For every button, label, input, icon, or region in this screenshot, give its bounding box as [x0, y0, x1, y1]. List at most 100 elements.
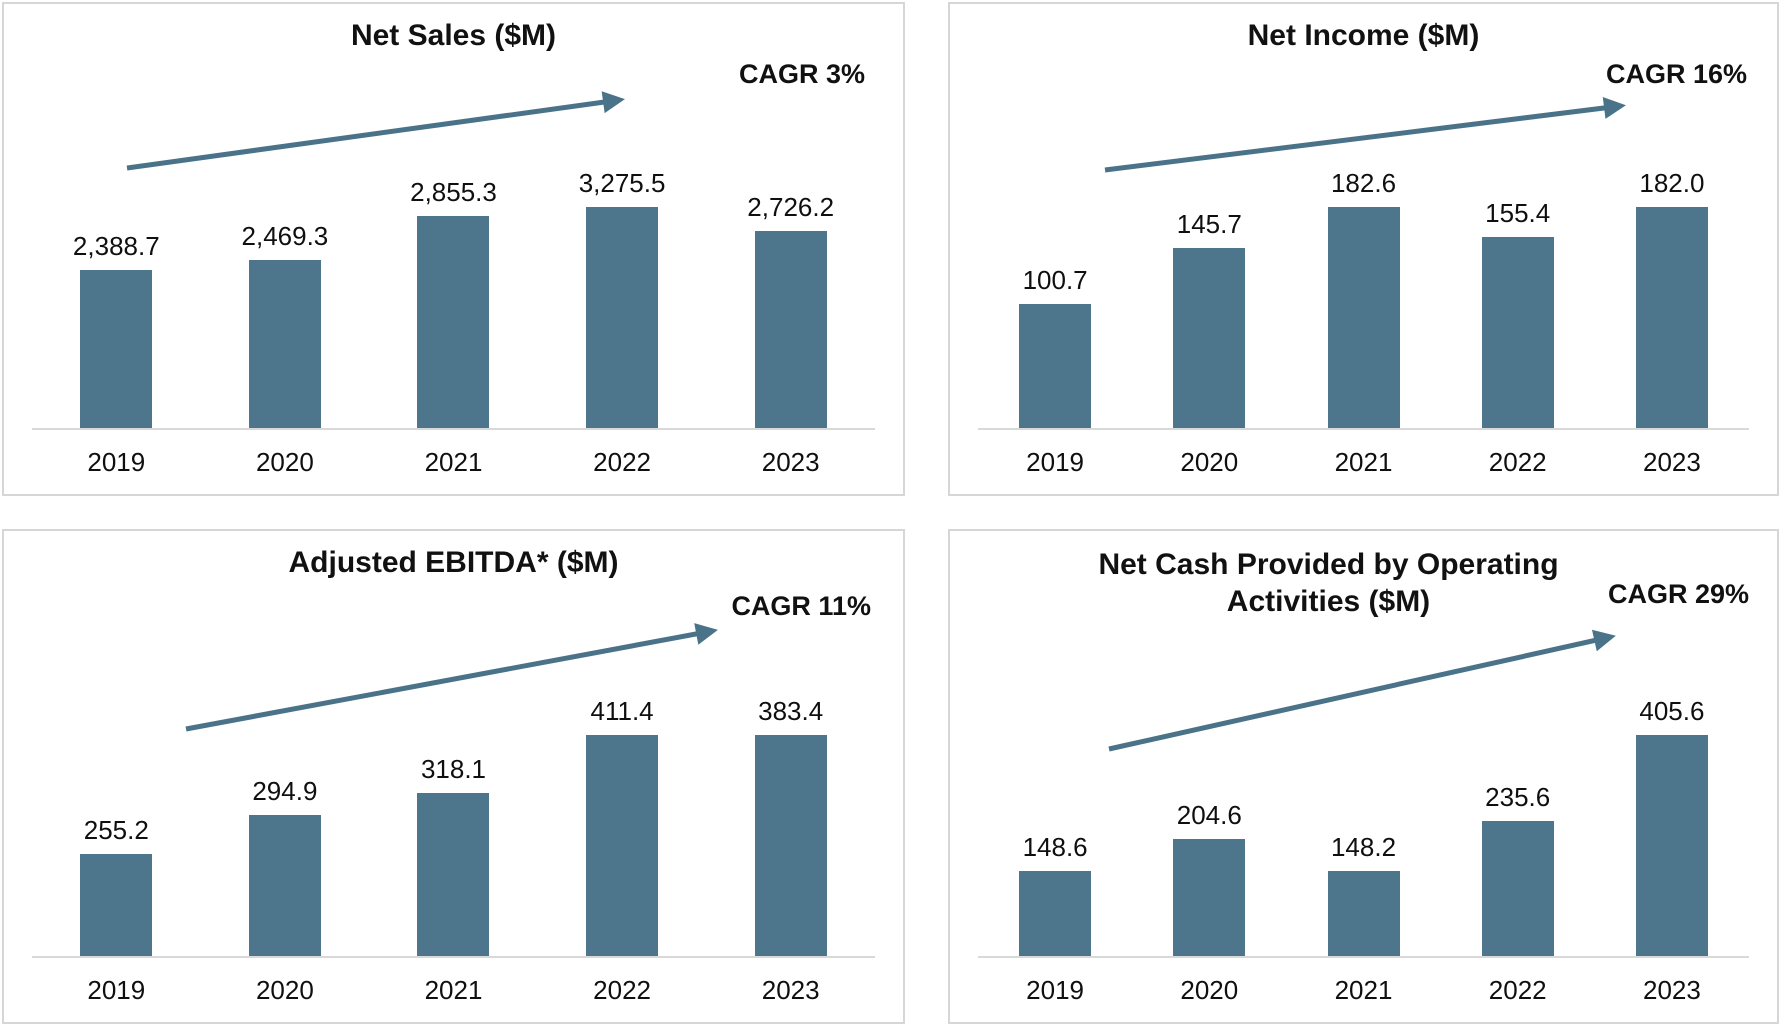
plot-area: 148.6 204.6 148.2 235.6 405.6 — [978, 696, 1749, 958]
bar-group: 145.7 — [1132, 168, 1286, 428]
bar-group: 155.4 — [1441, 168, 1595, 428]
chart-title: Adjusted EBITDA* ($M) — [288, 546, 619, 579]
x-tick-label: 2020 — [1180, 447, 1239, 477]
bar-group: 182.6 — [1286, 168, 1440, 428]
bar-group: 2,469.3 — [201, 168, 370, 428]
bar-2023 — [754, 231, 827, 428]
bar-value-label: 155.4 — [1485, 198, 1551, 228]
bar-2020 — [248, 815, 321, 956]
x-axis-labels: 2019 2020 2021 2022 2023 — [978, 975, 1749, 1006]
bar-group: 405.6 — [1595, 696, 1749, 956]
cagr-label: CAGR 3% — [738, 59, 865, 89]
chart-title: Net Cash Provided by Operating Activitie… — [1098, 548, 1559, 618]
x-tick-label: 2023 — [1642, 975, 1701, 1005]
bar-value-label: 3,275.5 — [578, 168, 666, 198]
bar-group: 2,855.3 — [369, 168, 538, 428]
bar-2020 — [1173, 248, 1246, 428]
bar-group: 318.1 — [369, 696, 538, 956]
trend-arrow-icon — [1100, 96, 1640, 183]
bar-2019 — [1019, 871, 1092, 956]
bar-value-label: 235.6 — [1485, 782, 1551, 812]
x-axis-labels: 2019 2020 2021 2022 2023 — [978, 447, 1749, 478]
cagr-label: CAGR 11% — [731, 591, 871, 621]
x-axis-labels: 2019 2020 2021 2022 2023 — [32, 975, 875, 1006]
bar-value-label: 2,388.7 — [72, 231, 160, 261]
x-tick-label: 2022 — [1488, 975, 1547, 1005]
bar-2021 — [417, 216, 490, 428]
bar-2021 — [417, 793, 490, 956]
bar-2019 — [80, 270, 153, 428]
x-tick-label: 2020 — [255, 975, 314, 1005]
chart-title: Net Income ($M) — [1247, 19, 1480, 52]
bar-group: 148.2 — [1286, 696, 1440, 956]
chart-panel-net-income: Net Income ($M) CAGR 16% 100.7 — [948, 2, 1779, 496]
x-tick-label: 2023 — [1642, 447, 1701, 477]
trend-arrow-icon — [122, 88, 652, 181]
bar-value-label: 383.4 — [758, 696, 824, 726]
bar-value-label: 100.7 — [1022, 265, 1088, 295]
bar-value-label: 318.1 — [420, 754, 487, 784]
cagr-label: CAGR 16% — [1605, 59, 1747, 89]
bar-2022 — [586, 735, 659, 956]
bar-value-label: 182.6 — [1330, 168, 1397, 198]
bar-2019 — [80, 854, 153, 956]
bar-2020 — [248, 260, 321, 428]
bar-2021 — [1327, 871, 1400, 956]
x-tick-label: 2020 — [255, 447, 314, 477]
x-tick-label: 2020 — [1180, 975, 1239, 1005]
x-tick-label: 2019 — [1026, 447, 1085, 477]
bar-value-label: 2,469.3 — [241, 221, 329, 251]
x-tick-label: 2022 — [593, 975, 651, 1005]
bar-2019 — [1019, 304, 1092, 428]
bar-value-label: 145.7 — [1176, 209, 1242, 239]
x-axis-labels: 2019 2020 2021 2022 2023 — [32, 447, 875, 478]
bar-group: 255.2 — [32, 696, 201, 956]
bar-value-label: 405.6 — [1639, 696, 1705, 726]
bar-value-label: 148.6 — [1022, 832, 1088, 862]
bar-group: 383.4 — [706, 696, 875, 956]
x-tick-label: 2023 — [761, 447, 820, 477]
plot-area: 2,388.7 2,469.3 2,855.3 3,275.5 2,726.2 — [32, 168, 875, 430]
bar-2023 — [1635, 735, 1708, 956]
bar-value-label: 255.2 — [83, 815, 149, 845]
bar-2023 — [754, 735, 827, 956]
bar-group: 182.0 — [1595, 168, 1749, 428]
bar-group: 2,388.7 — [32, 168, 201, 428]
chart-title: Net Sales ($M) — [350, 19, 557, 52]
bar-group: 100.7 — [978, 168, 1132, 428]
trend-arrow-icon — [182, 619, 742, 742]
bar-group: 294.9 — [201, 696, 370, 956]
bar-2022 — [586, 207, 659, 428]
x-tick-label: 2022 — [593, 447, 651, 477]
x-tick-label: 2019 — [87, 975, 146, 1005]
plot-area: 255.2 294.9 318.1 411.4 383.4 — [32, 696, 875, 958]
x-tick-label: 2022 — [1488, 447, 1547, 477]
x-tick-label: 2021 — [1334, 975, 1393, 1005]
chart-panel-adjusted-ebitda: Adjusted EBITDA* ($M) CAGR 11% 255.2 — [2, 529, 905, 1024]
bar-2023 — [1635, 207, 1708, 428]
bar-2022 — [1481, 821, 1554, 956]
bar-value-label: 204.6 — [1176, 800, 1242, 830]
bar-group: 148.6 — [978, 696, 1132, 956]
cagr-label: CAGR 29% — [1607, 579, 1749, 609]
x-tick-label: 2021 — [1334, 447, 1393, 477]
x-tick-label: 2023 — [761, 975, 820, 1005]
bar-group: 3,275.5 — [538, 168, 707, 428]
bar-2020 — [1173, 839, 1246, 956]
bar-value-label: 294.9 — [252, 776, 318, 806]
bar-value-label: 2,855.3 — [410, 177, 497, 207]
bar-value-label: 2,726.2 — [747, 192, 835, 222]
bar-group: 411.4 — [538, 696, 707, 956]
x-tick-label: 2019 — [1026, 975, 1085, 1005]
bar-group: 204.6 — [1132, 696, 1286, 956]
bar-group: 235.6 — [1441, 696, 1595, 956]
chart-panel-net-cash-operating: Net Cash Provided by Operating Activitie… — [948, 529, 1779, 1024]
bar-2021 — [1327, 207, 1400, 428]
x-tick-label: 2021 — [424, 447, 483, 477]
x-tick-label: 2021 — [424, 975, 483, 1005]
bar-2022 — [1481, 237, 1554, 428]
plot-area: 100.7 145.7 182.6 155.4 182.0 — [978, 168, 1749, 430]
bar-value-label: 411.4 — [590, 696, 654, 726]
